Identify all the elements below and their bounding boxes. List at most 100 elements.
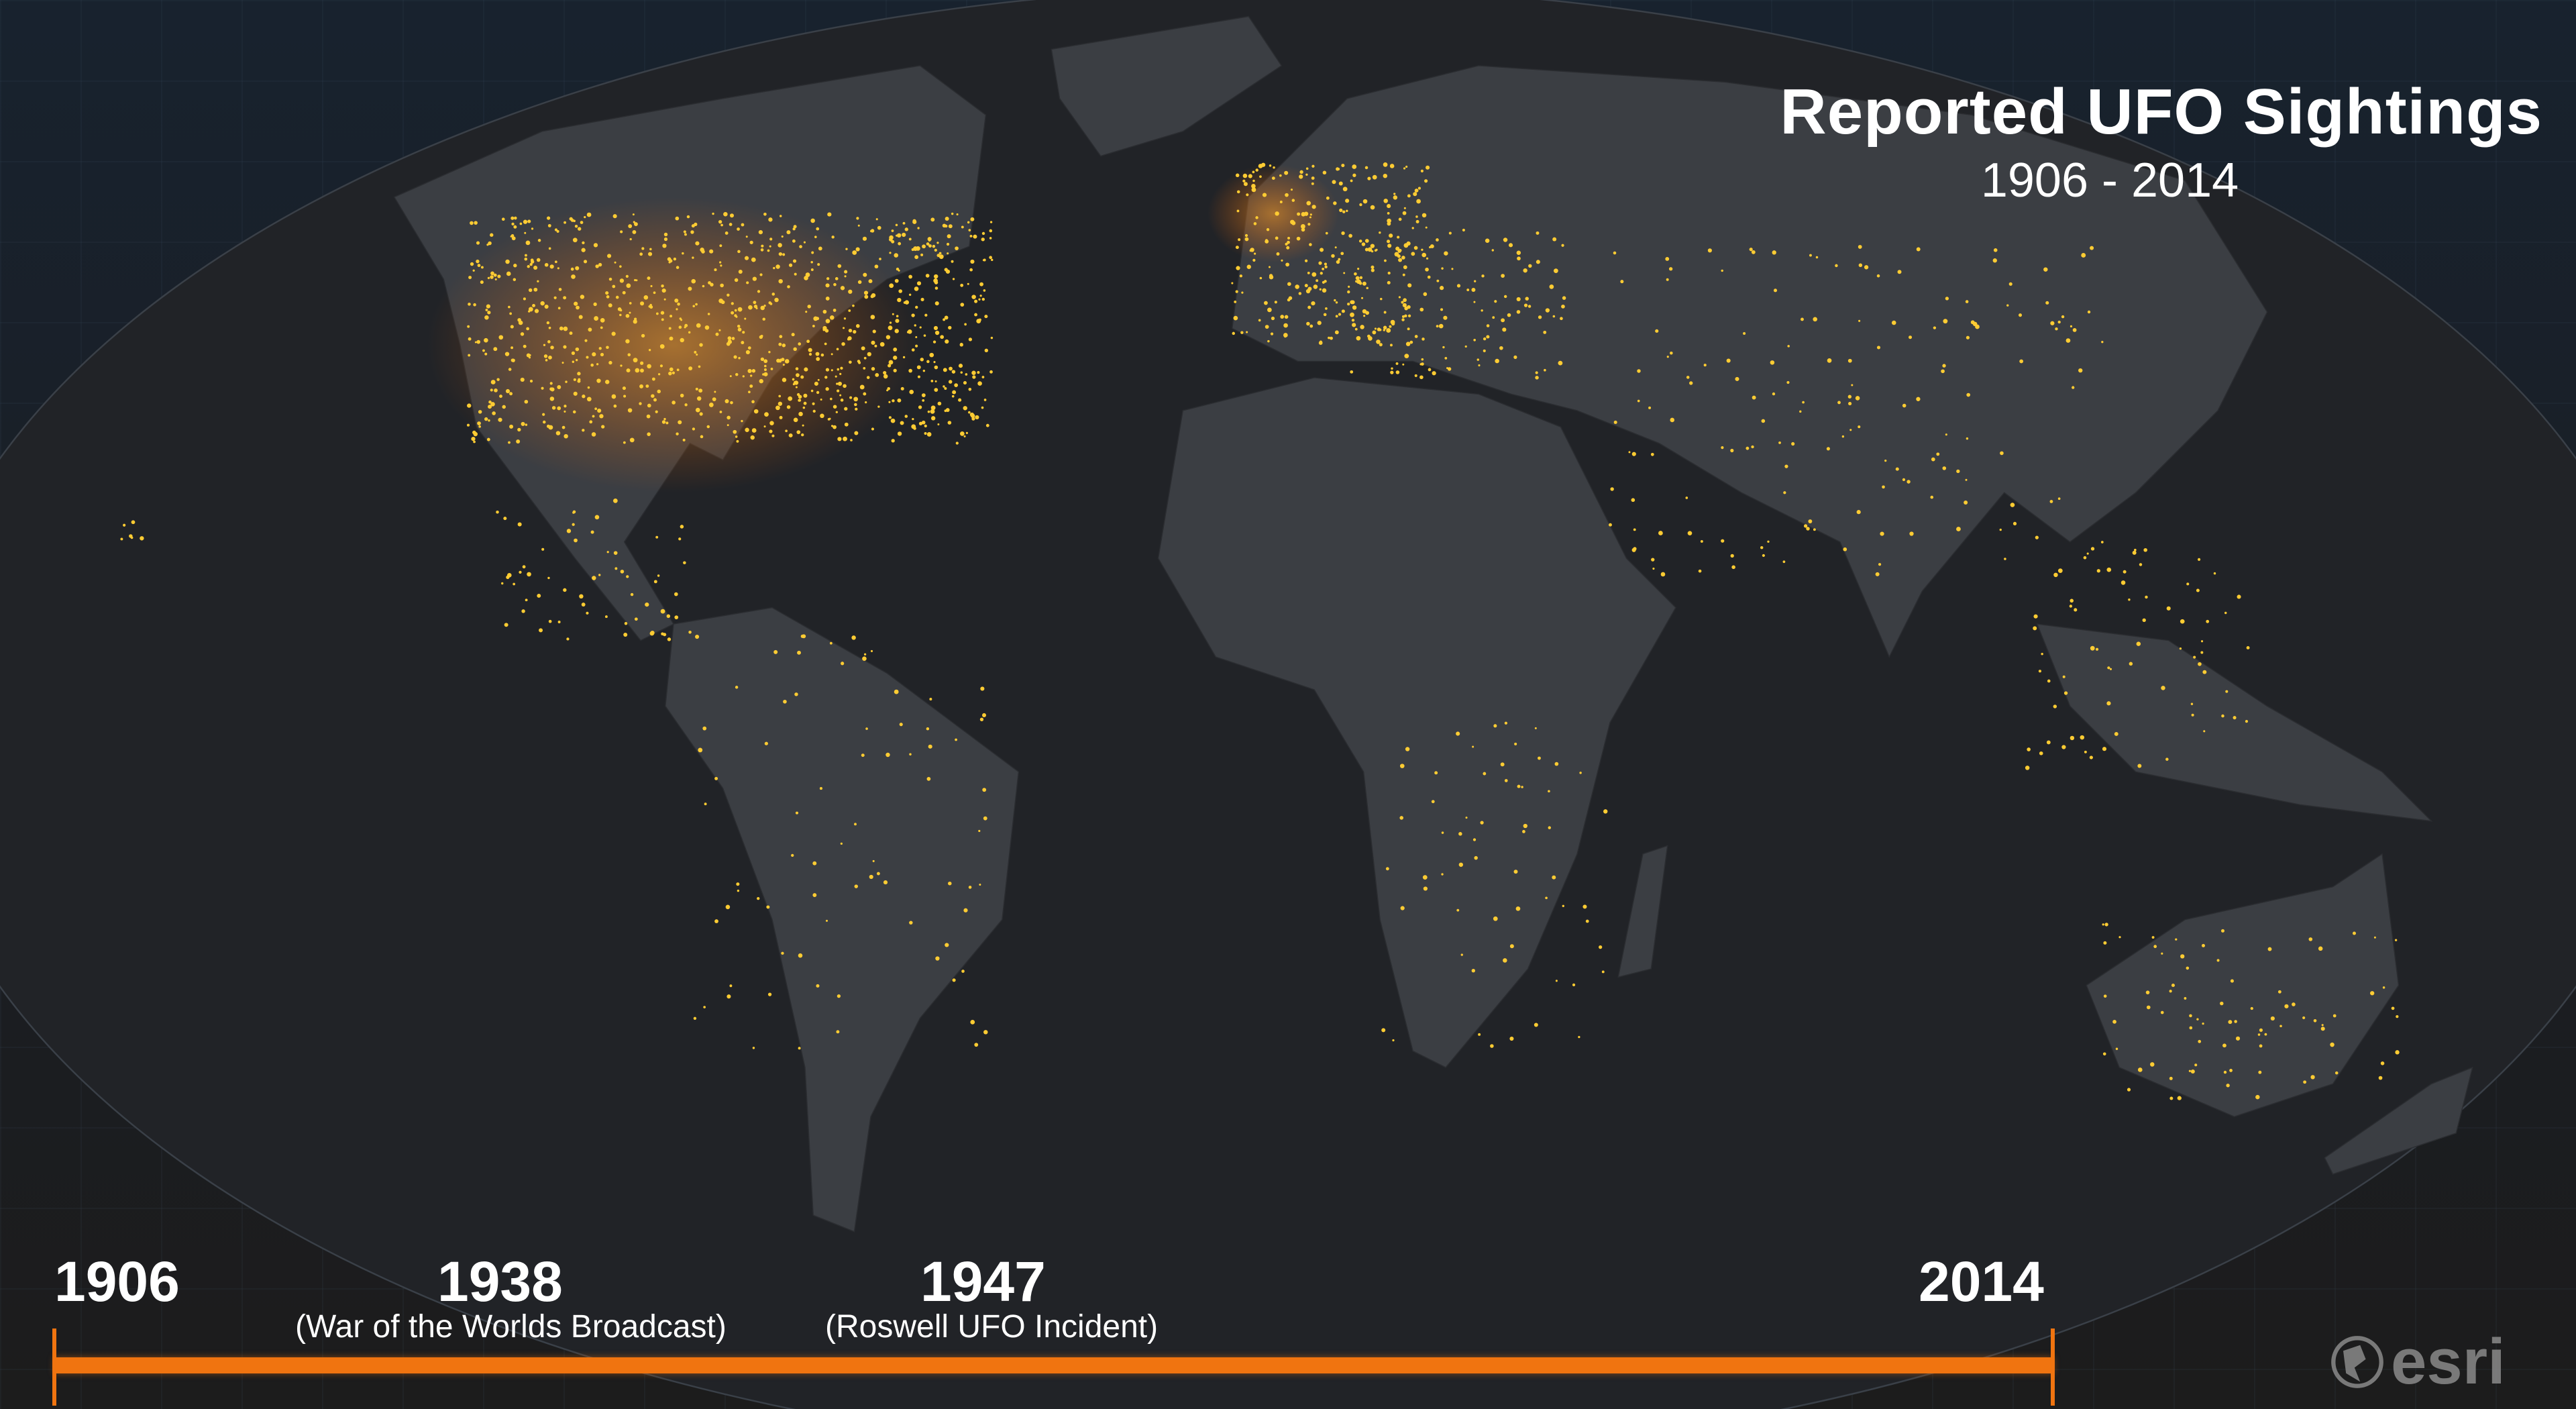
sighting-point (1501, 274, 1505, 278)
sighting-point (835, 411, 838, 413)
sighting-point (798, 411, 803, 417)
sighting-point (564, 405, 567, 408)
sighting-point (1936, 452, 1940, 456)
sighting-point (1685, 497, 1688, 499)
sighting-point (1244, 233, 1248, 238)
sighting-point (926, 360, 930, 364)
sighting-point (960, 371, 963, 374)
sighting-point (627, 353, 631, 357)
sighting-point (563, 588, 567, 592)
sighting-point (633, 221, 635, 223)
sighting-point (1374, 327, 1377, 330)
sighting-point (1441, 873, 1444, 876)
sighting-point (608, 277, 612, 281)
sighting-point (676, 368, 680, 372)
sighting-point (1499, 346, 1503, 350)
sighting-point (929, 352, 934, 358)
sighting-point (2081, 253, 2086, 258)
sighting-point (1333, 201, 1337, 205)
sighting-point (820, 413, 824, 419)
sighting-point (661, 632, 664, 636)
sighting-point (830, 397, 833, 401)
sighting-point (1343, 272, 1346, 274)
sighting-point (919, 326, 922, 329)
sighting-point (848, 309, 851, 312)
sighting-point (1425, 267, 1429, 272)
map-title: Reported UFO Sightings (1780, 76, 2542, 148)
sighting-point (2225, 690, 2229, 693)
sighting-point (640, 361, 644, 365)
sighting-point (619, 265, 622, 268)
sighting-point (672, 401, 676, 405)
sighting-point (945, 408, 950, 412)
sighting-point (775, 264, 780, 269)
sighting-point (2330, 1042, 2334, 1047)
sighting-point (487, 276, 490, 280)
sighting-point (771, 434, 775, 437)
sighting-point (2332, 1014, 2337, 1018)
sighting-point (1381, 1028, 1386, 1033)
sighting-point (581, 248, 586, 252)
sighting-point (2396, 1014, 2399, 1019)
sighting-point (1471, 969, 1475, 973)
sighting-point (695, 241, 700, 246)
sighting-point (545, 359, 548, 362)
sighting-point (2019, 359, 2024, 364)
sighting-point (825, 283, 830, 288)
sighting-point (807, 305, 811, 309)
globe-icon (2331, 1336, 2383, 1388)
sighting-point (729, 223, 733, 226)
sighting-point (1246, 193, 1249, 197)
sighting-point (1993, 248, 1998, 252)
sighting-point (599, 414, 604, 419)
sighting-point (760, 334, 763, 337)
sighting-point (520, 332, 525, 336)
sighting-point (1513, 870, 1518, 874)
sighting-point (571, 274, 576, 279)
sighting-point (1309, 216, 1311, 219)
sighting-point (2233, 716, 2237, 720)
sighting-point (798, 342, 802, 346)
sighting-point (1363, 315, 1366, 317)
sighting-point (816, 357, 820, 361)
sighting-point (2257, 1033, 2261, 1036)
sighting-point (763, 304, 766, 307)
sighting-point (1322, 267, 1325, 270)
sighting-point (1423, 886, 1428, 891)
sighting-point (1864, 265, 1869, 270)
sighting-point (2395, 1050, 2400, 1055)
sighting-point (1773, 289, 1778, 293)
sighting-point (1391, 321, 1395, 326)
sighting-point (1578, 1036, 1580, 1039)
sighting-point (1311, 182, 1314, 185)
sighting-point (1399, 816, 1404, 820)
sighting-point (2180, 954, 2185, 959)
sighting-point (1285, 193, 1289, 197)
sighting-point (896, 315, 899, 317)
sighting-point (963, 406, 967, 411)
sighting-point (620, 364, 623, 367)
sighting-point (648, 305, 651, 308)
sighting-point (1561, 244, 1564, 247)
sighting-point (1361, 242, 1366, 246)
sighting-point (945, 217, 949, 221)
sighting-point (911, 248, 914, 252)
sighting-point (1651, 558, 1655, 562)
sighting-point (963, 908, 968, 912)
sighting-point (720, 264, 722, 267)
sighting-point (1847, 358, 1852, 363)
sighting-point (1637, 369, 1641, 373)
sighting-point (468, 303, 471, 306)
sighting-point (839, 394, 842, 397)
sighting-point (904, 415, 908, 418)
sighting-point (879, 342, 885, 347)
sighting-point (1703, 364, 1707, 367)
sighting-point (1334, 299, 1336, 302)
sighting-point (703, 1006, 706, 1008)
sighting-point (525, 423, 528, 426)
sighting-point (1770, 360, 1775, 365)
sighting-point (1242, 173, 1248, 178)
sighting-point (566, 637, 570, 641)
sighting-point (634, 278, 637, 282)
sighting-point (684, 403, 688, 407)
